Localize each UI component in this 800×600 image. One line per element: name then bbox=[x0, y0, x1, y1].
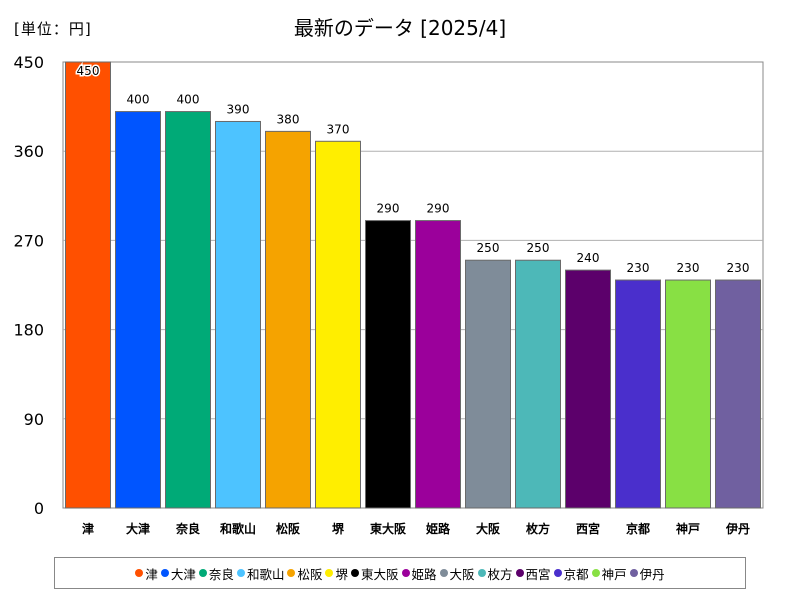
data-label: 250 bbox=[477, 241, 500, 255]
legend-item: 伊丹 bbox=[629, 564, 665, 583]
legend-label: 大津 bbox=[170, 566, 196, 582]
legend-item: 奈良 bbox=[198, 564, 234, 583]
x-tick-label: 大津 bbox=[126, 521, 150, 536]
data-label: 450 bbox=[77, 64, 100, 78]
legend-label: 津 bbox=[145, 566, 158, 582]
data-label: 290 bbox=[377, 202, 400, 216]
data-label: 380 bbox=[277, 112, 300, 126]
x-tick-label: 奈良 bbox=[175, 521, 200, 536]
legend-label: 伊丹 bbox=[639, 566, 665, 582]
data-label: 230 bbox=[727, 261, 750, 275]
x-tick-label: 京都 bbox=[626, 521, 650, 536]
legend-label: 神戸 bbox=[601, 566, 627, 582]
y-tick-label: 270 bbox=[13, 231, 44, 250]
legend-marker bbox=[439, 569, 448, 577]
x-tick-label: 東大阪 bbox=[370, 521, 407, 536]
bar-京都 bbox=[615, 279, 661, 509]
legend-label: 松阪 bbox=[297, 566, 323, 582]
data-label: 400 bbox=[177, 93, 200, 107]
legend-item: 神戸 bbox=[591, 564, 627, 583]
data-label: 290 bbox=[427, 202, 450, 216]
legend-item: 京都 bbox=[553, 564, 589, 583]
data-label: 370 bbox=[327, 122, 350, 136]
legend-marker bbox=[591, 569, 600, 577]
legend-item: 松阪 bbox=[287, 564, 322, 583]
x-tick-label: 伊丹 bbox=[725, 521, 750, 536]
legend-item: 大阪 bbox=[439, 564, 475, 583]
y-tick-label: 450 bbox=[13, 53, 44, 72]
x-tick-label: 和歌山 bbox=[219, 521, 256, 536]
chart-title: 最新のデータ [2025/4] bbox=[293, 16, 507, 40]
legend-marker bbox=[401, 569, 410, 577]
bar-津 bbox=[65, 61, 111, 509]
legend-marker bbox=[477, 569, 486, 577]
legend-label: 東大阪 bbox=[360, 566, 399, 582]
data-label: 240 bbox=[577, 251, 600, 265]
data-label: 230 bbox=[677, 261, 700, 275]
legend-item: 東大阪 bbox=[350, 564, 399, 583]
legend-marker bbox=[198, 569, 207, 577]
bar-枚方 bbox=[515, 259, 561, 509]
legend-item: 和歌山 bbox=[236, 564, 285, 583]
data-label: 400 bbox=[127, 93, 150, 107]
legend-marker bbox=[135, 569, 144, 577]
bar-奈良 bbox=[165, 111, 211, 509]
legend-marker bbox=[236, 569, 245, 577]
legend-item: 津 bbox=[135, 564, 158, 583]
legend-label: 枚方 bbox=[487, 566, 513, 582]
bar-西宮 bbox=[565, 269, 611, 509]
legend-label: 大阪 bbox=[449, 566, 475, 582]
bar-大津 bbox=[115, 111, 161, 509]
legend: 津大津 奈良 和歌山 松阪堺東大阪 姫路 大阪 枚方 西宮 京都 神戸 伊丹 bbox=[54, 557, 746, 589]
x-tick-label: 枚方 bbox=[526, 521, 550, 536]
legend-label: 奈良 bbox=[208, 566, 234, 582]
y-tick-label: 0 bbox=[34, 499, 44, 518]
data-label: 390 bbox=[227, 102, 250, 116]
bar-堺 bbox=[315, 140, 361, 509]
bar-伊丹 bbox=[715, 279, 761, 509]
x-tick-label: 堺 bbox=[332, 521, 345, 536]
legend-label: 京都 bbox=[563, 566, 589, 582]
legend-marker bbox=[629, 569, 638, 577]
legend-item: 西宮 bbox=[515, 564, 551, 583]
x-tick-label: 神戸 bbox=[676, 521, 700, 536]
unit-label: [単位：円] bbox=[14, 20, 92, 38]
y-tick-label: 90 bbox=[24, 410, 44, 429]
bar-大阪 bbox=[465, 259, 511, 509]
y-tick-label: 360 bbox=[13, 142, 44, 161]
x-tick-label: 姫路 bbox=[426, 521, 451, 536]
legend-item: 大津 bbox=[160, 564, 196, 583]
bar-姫路 bbox=[415, 220, 461, 509]
legend-label: 姫路 bbox=[411, 566, 437, 582]
x-tick-label: 松阪 bbox=[276, 521, 301, 536]
legend-item: 堺 bbox=[325, 564, 348, 583]
legend-label: 堺 bbox=[335, 566, 348, 582]
bar-和歌山 bbox=[215, 120, 261, 509]
legend-label: 和歌山 bbox=[246, 566, 285, 582]
legend-marker bbox=[515, 569, 524, 577]
data-label: 250 bbox=[527, 241, 550, 255]
data-label: 230 bbox=[627, 261, 650, 275]
legend-marker bbox=[160, 569, 169, 577]
legend-marker bbox=[287, 569, 296, 577]
legend-item: 姫路 bbox=[401, 564, 437, 583]
y-tick-label: 180 bbox=[13, 321, 44, 340]
legend-marker bbox=[325, 569, 334, 577]
legend-marker bbox=[350, 569, 359, 577]
bar-松阪 bbox=[265, 130, 311, 509]
x-tick-label: 津 bbox=[82, 521, 94, 536]
legend-item: 枚方 bbox=[477, 564, 513, 583]
legend-marker bbox=[553, 569, 562, 577]
legend-label: 西宮 bbox=[525, 566, 551, 582]
bar-東大阪 bbox=[365, 220, 411, 509]
bar-神戸 bbox=[665, 279, 711, 509]
x-tick-label: 大阪 bbox=[476, 521, 501, 536]
x-tick-label: 西宮 bbox=[576, 521, 600, 536]
